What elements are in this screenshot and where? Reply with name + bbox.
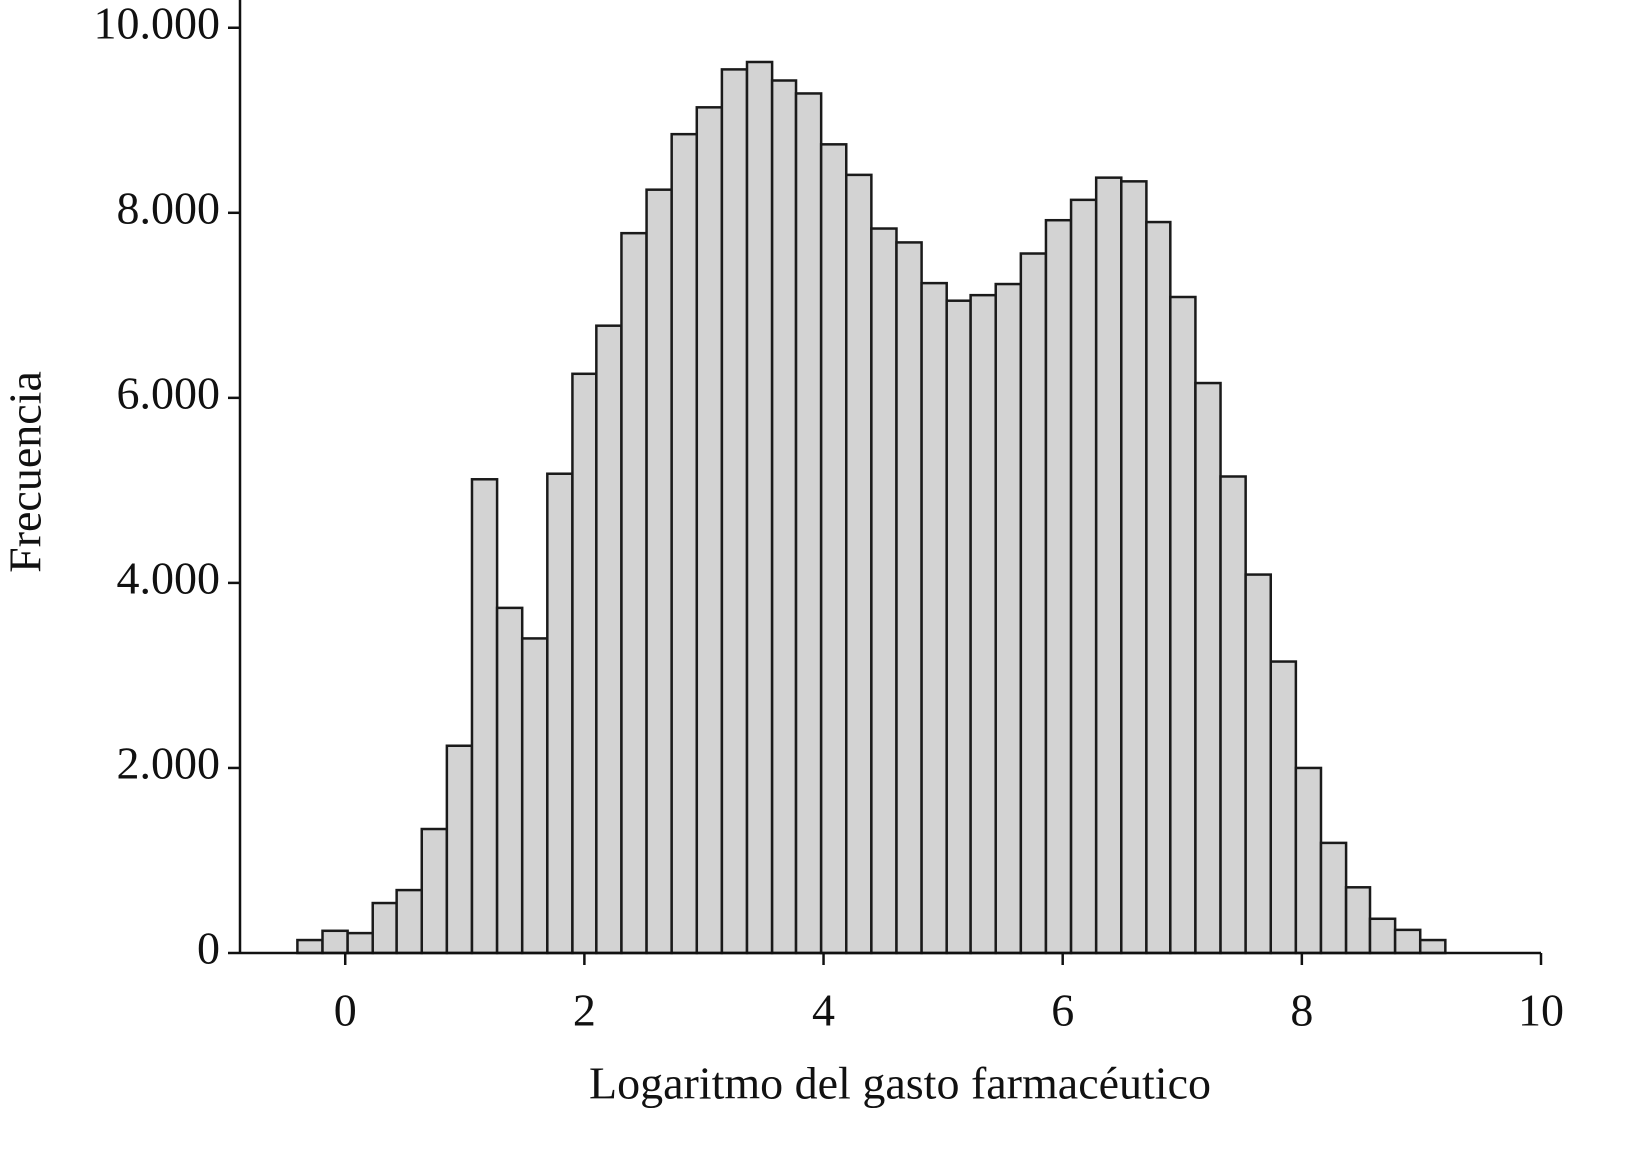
x-tick-label: 2	[573, 985, 596, 1036]
bar	[470, 478, 499, 955]
bar	[1244, 573, 1273, 955]
bar	[321, 929, 349, 955]
bar	[845, 173, 873, 955]
y-tick-label: 10.000	[94, 0, 221, 48]
y-tick-label: 4.000	[117, 552, 221, 603]
x-axis-title: Logaritmo del gasto farmacéutico	[589, 1058, 1211, 1109]
bar	[945, 299, 972, 955]
y-tick-label: 2.000	[117, 738, 221, 789]
y-tick-label: 6.000	[117, 367, 221, 418]
x-tick-label: 8	[1290, 985, 1313, 1036]
x-tick-label: 10	[1518, 985, 1564, 1036]
bar	[1094, 176, 1123, 955]
bar	[670, 132, 699, 955]
bar	[1069, 198, 1098, 955]
bar	[1169, 295, 1197, 955]
bar	[819, 143, 848, 955]
bar	[1194, 381, 1222, 955]
bar	[420, 827, 449, 955]
bar	[495, 606, 524, 955]
bar	[870, 227, 898, 955]
bar	[745, 60, 774, 955]
bar	[920, 281, 948, 955]
bar	[620, 231, 648, 955]
bar	[720, 68, 749, 955]
bar	[395, 888, 424, 955]
bar	[1344, 886, 1372, 955]
bar	[1269, 660, 1298, 955]
y-tick-label: 8.000	[117, 182, 221, 233]
bar	[1418, 938, 1447, 955]
bar	[794, 92, 823, 955]
bar	[1294, 766, 1323, 955]
bar	[1368, 917, 1397, 955]
bar	[895, 241, 923, 955]
bar	[994, 282, 1023, 955]
bar	[445, 744, 474, 955]
bar	[645, 188, 673, 955]
bar	[520, 637, 549, 955]
bar	[571, 372, 598, 955]
x-tick-label: 0	[334, 985, 357, 1036]
bar	[1145, 220, 1172, 955]
bar	[546, 472, 574, 955]
bar	[1044, 218, 1073, 955]
bar	[1019, 252, 1048, 955]
y-axis-title: Frecuencia	[0, 371, 51, 573]
bar	[371, 901, 398, 955]
bar	[1120, 180, 1148, 955]
y-tick-label: 0	[197, 923, 220, 974]
bar	[969, 293, 997, 955]
bar	[1393, 928, 1422, 955]
bar	[695, 106, 724, 955]
bar	[1219, 475, 1247, 955]
bar	[1319, 841, 1348, 955]
bar	[770, 79, 798, 955]
bar	[346, 931, 374, 955]
bar	[595, 324, 623, 955]
bar	[296, 938, 324, 955]
x-tick-label: 4	[812, 985, 835, 1036]
x-tick-label: 6	[1051, 985, 1074, 1036]
